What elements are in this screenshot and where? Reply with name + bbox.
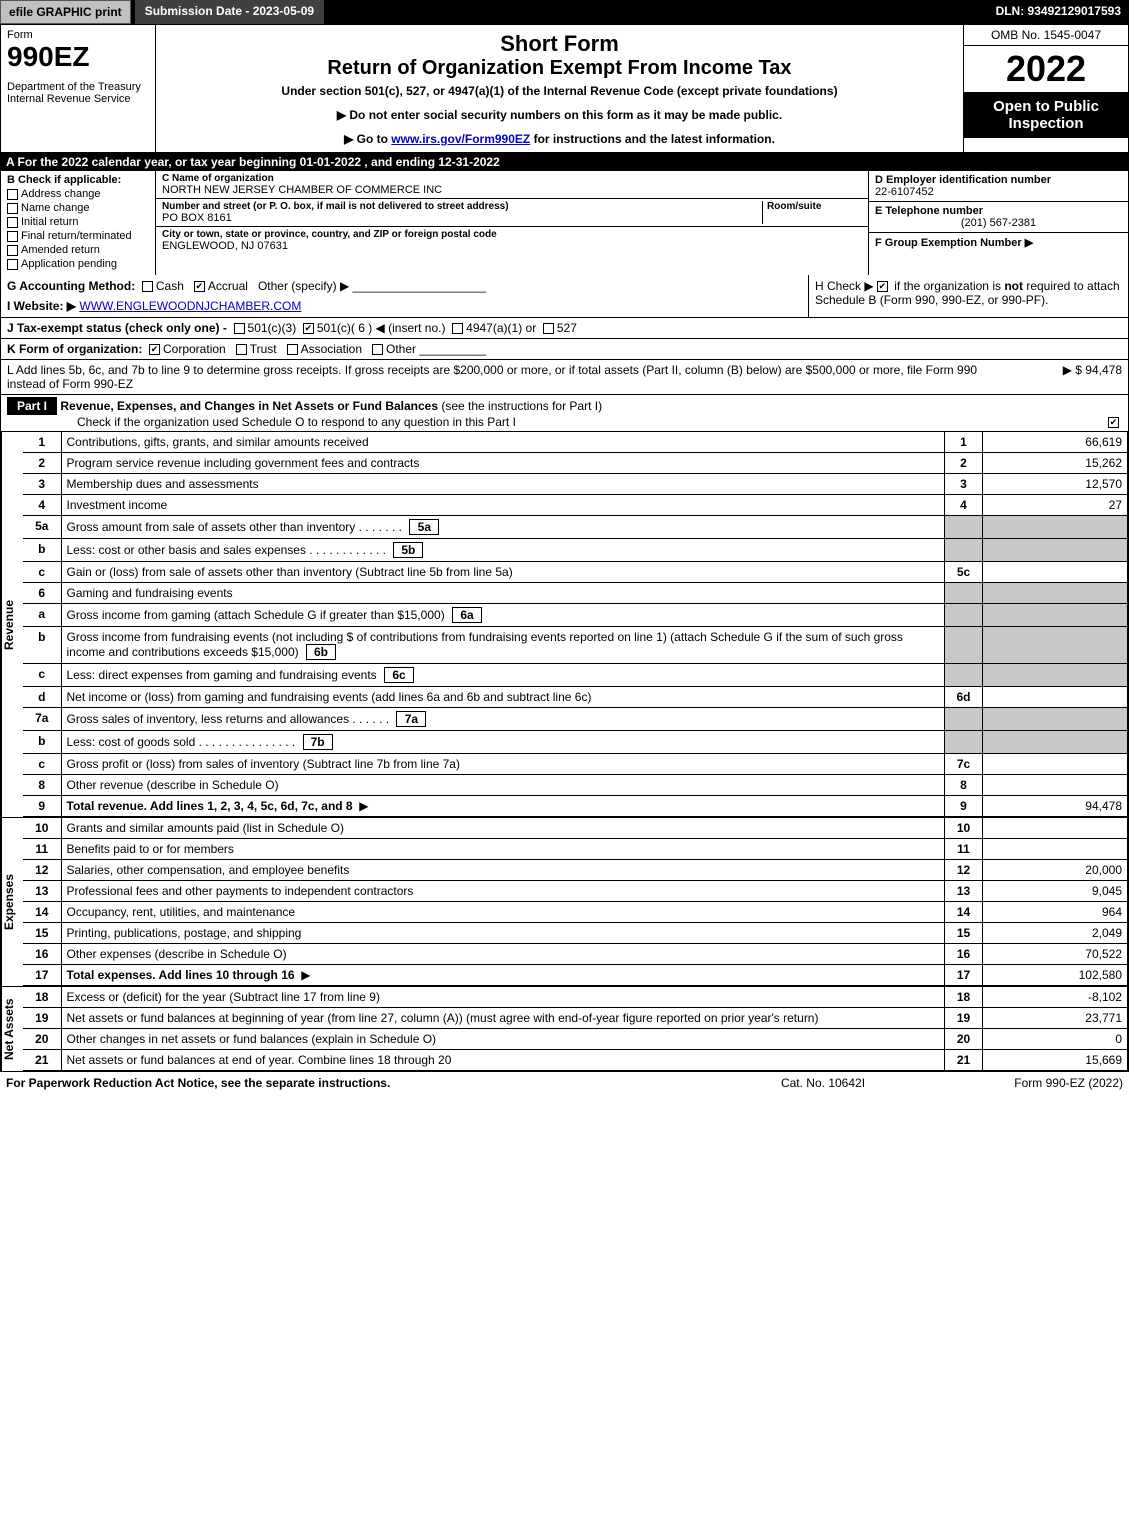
chk-address-change[interactable] [7, 189, 18, 200]
revenue-label: Revenue [1, 432, 23, 817]
form-title: Return of Organization Exempt From Incom… [164, 57, 955, 80]
f-label: F Group Exemption Number ▶ [875, 237, 1033, 249]
chk-501c[interactable] [303, 323, 314, 334]
b-label: B Check if applicable: [7, 174, 149, 186]
gross-receipts: ▶ $ 94,478 [1002, 363, 1122, 391]
chk-schedule-b[interactable] [877, 281, 888, 292]
section-b: B Check if applicable: Address change Na… [1, 171, 1128, 275]
website-link[interactable]: WWW.ENGLEWOODNJCHAMBER.COM [79, 299, 301, 313]
chk-trust[interactable] [236, 344, 247, 355]
chk-cash[interactable] [142, 281, 153, 292]
form-header: Form 990EZ Department of the Treasury In… [0, 24, 1129, 153]
telephone: (201) 567-2381 [875, 217, 1122, 229]
city: ENGLEWOOD, NJ 07631 [162, 240, 862, 252]
footer: For Paperwork Reduction Act Notice, see … [0, 1072, 1129, 1094]
part1-header: Part I Revenue, Expenses, and Changes in… [1, 395, 1128, 432]
chk-name-change[interactable] [7, 203, 18, 214]
org-name: NORTH NEW JERSEY CHAMBER OF COMMERCE INC [162, 184, 862, 196]
paperwork-notice: For Paperwork Reduction Act Notice, see … [6, 1076, 723, 1090]
ein: 22-6107452 [875, 186, 1122, 198]
chk-application-pending[interactable] [7, 259, 18, 270]
submission-date: Submission Date - 2023-05-09 [135, 0, 324, 24]
chk-corporation[interactable] [149, 344, 160, 355]
net-assets-table: 18Excess or (deficit) for the year (Subt… [23, 987, 1128, 1071]
room-label: Room/suite [767, 201, 862, 212]
g-row: G Accounting Method: Cash Accrual Other … [1, 275, 808, 317]
chk-initial-return[interactable] [7, 217, 18, 228]
form-subtitle: Under section 501(c), 527, or 4947(a)(1)… [164, 84, 955, 98]
top-bar: efile GRAPHIC print Submission Date - 20… [0, 0, 1129, 24]
department: Department of the Treasury Internal Reve… [7, 81, 149, 105]
city-label: City or town, state or province, country… [162, 229, 862, 240]
street-label: Number and street (or P. O. box, if mail… [162, 201, 762, 212]
net-assets-label: Net Assets [1, 987, 23, 1071]
form-ref: Form 990-EZ (2022) [923, 1076, 1123, 1090]
short-form: Short Form [164, 31, 955, 57]
revenue-table: 1Contributions, gifts, grants, and simil… [23, 432, 1128, 817]
form-word: Form [7, 29, 149, 41]
section-a: A For the 2022 calendar year, or tax yea… [0, 153, 1129, 171]
dln: DLN: 93492129017593 [988, 0, 1129, 24]
i-label: I Website: ▶ [7, 299, 76, 313]
expenses-table: 10Grants and similar amounts paid (list … [23, 818, 1128, 986]
k-row: K Form of organization: Corporation Trus… [1, 339, 1128, 360]
c-label: C Name of organization [162, 173, 862, 184]
open-to-public: Open to Public Inspection [964, 92, 1128, 138]
chk-association[interactable] [287, 344, 298, 355]
cat-no: Cat. No. 10642I [723, 1076, 923, 1090]
chk-amended-return[interactable] [7, 245, 18, 256]
chk-527[interactable] [543, 323, 554, 334]
chk-schedule-o[interactable] [1108, 417, 1119, 428]
efile-print-button[interactable]: efile GRAPHIC print [0, 0, 131, 24]
form-number: 990EZ [7, 41, 149, 73]
chk-4947[interactable] [452, 323, 463, 334]
j-row: J Tax-exempt status (check only one) - 5… [1, 318, 1128, 339]
omb-number: OMB No. 1545-0047 [964, 25, 1128, 46]
d-label: D Employer identification number [875, 174, 1122, 186]
ssn-note: ▶ Do not enter social security numbers o… [164, 108, 955, 122]
goto-note: ▶ Go to www.irs.gov/Form990EZ for instru… [164, 132, 955, 146]
chk-501c3[interactable] [234, 323, 245, 334]
l-row: L Add lines 5b, 6c, and 7b to line 9 to … [1, 360, 1128, 395]
h-row: H Check ▶ if the organization is not req… [808, 275, 1128, 317]
chk-final-return[interactable] [7, 231, 18, 242]
chk-accrual[interactable] [194, 281, 205, 292]
tax-year: 2022 [964, 46, 1128, 92]
expenses-label: Expenses [1, 818, 23, 986]
chk-other-org[interactable] [372, 344, 383, 355]
e-label: E Telephone number [875, 205, 1122, 217]
irs-link[interactable]: www.irs.gov/Form990EZ [391, 132, 530, 146]
street: PO BOX 8161 [162, 212, 762, 224]
